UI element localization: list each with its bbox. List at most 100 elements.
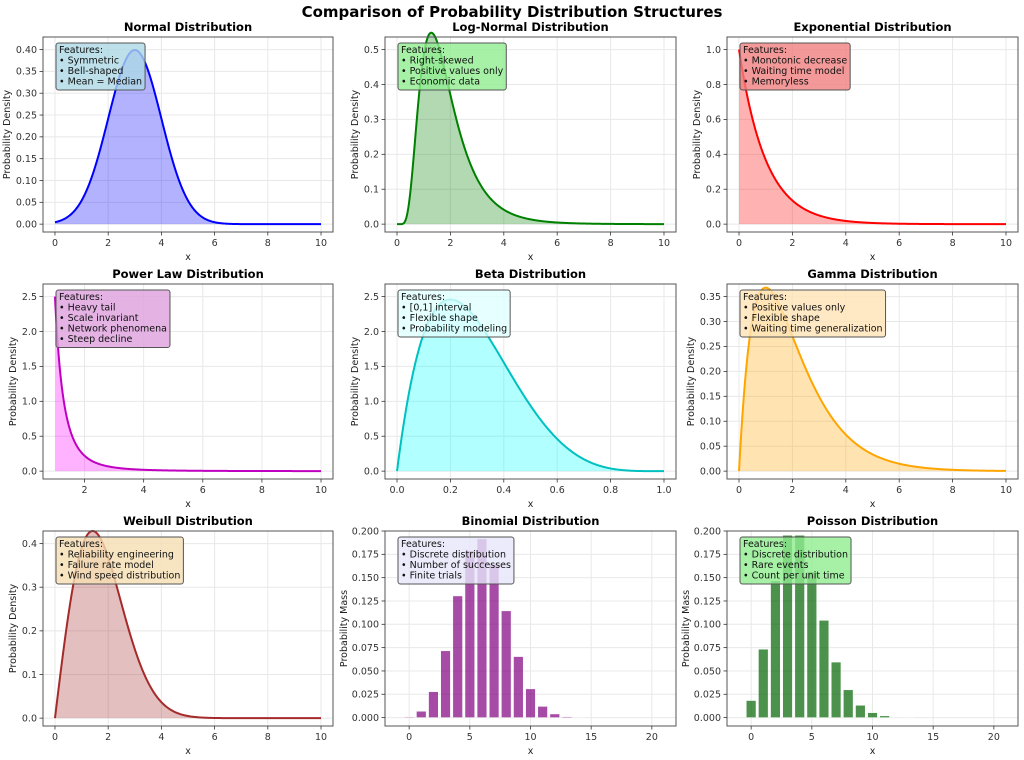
axes-frame [42, 530, 334, 727]
area-fill [739, 287, 1006, 472]
y-tick-label: 0.3 [22, 583, 37, 594]
annotation-box [739, 289, 887, 338]
y-tick-label: 0.125 [352, 596, 379, 607]
area-fill [397, 299, 664, 472]
annotation-box [397, 42, 507, 91]
annotation-line: Features: [743, 45, 787, 56]
x-tick-label: 10 [524, 732, 536, 743]
annotation-line: Features: [401, 292, 445, 303]
subplot-powerlaw: 2 4 6 8 10 0.0 0.5 1.0 1.5 2.0 2.5 x Probability Den… [8, 267, 334, 510]
annotation-line: • Rare events [743, 560, 808, 571]
bar [513, 656, 524, 718]
y-tick-label: 0.075 [352, 643, 379, 654]
bar [830, 661, 842, 718]
x-tick-label: 4 [843, 485, 849, 496]
x-axis-label: x [185, 499, 191, 510]
annotation-box [55, 536, 184, 585]
x-tick-label: 4 [158, 732, 164, 743]
bar [818, 620, 830, 718]
subplot-title: Power Law Distribution [112, 267, 264, 281]
annotation-line: • [0,1] interval [401, 303, 471, 314]
y-tick-label: 1.5 [364, 362, 379, 373]
x-axis-label: x [870, 499, 876, 510]
subplot-title: Weibull Distribution [123, 514, 253, 528]
x-tick-label: 2 [105, 732, 111, 743]
y-tick-label: 0.150 [352, 573, 379, 584]
axes-frame [42, 283, 334, 480]
x-tick-label: 6 [212, 732, 218, 743]
bar [452, 595, 463, 718]
annotation-line: • Heavy tail [59, 303, 116, 314]
subplot-gamma: 0 2 4 6 8 10 0.00 0.05 0.10 0.15 0.20 0.25 0.30 0.35 x… [686, 267, 1019, 510]
bar [843, 689, 854, 718]
y-tick-label: 0.6 [706, 115, 721, 126]
y-tick-label: 0.30 [700, 317, 721, 328]
bar [879, 715, 890, 718]
annotation-line: • Scale invariant [59, 313, 139, 324]
subplot-title: Beta Distribution [475, 267, 586, 281]
y-tick-label: 0.4 [364, 80, 379, 91]
y-axis-label: Probability Density [350, 89, 361, 179]
y-tick-label: 0.0 [364, 219, 379, 230]
annotation-line: • Flexible shape [743, 313, 820, 324]
y-tick-label: 1.0 [22, 397, 37, 408]
annotation-line: • Number of successes [401, 560, 511, 571]
annotation-line: • Mean = Median [59, 77, 142, 88]
y-tick-label: 0.025 [352, 690, 379, 701]
annotation-line: • Economic data [401, 77, 480, 88]
y-tick-label: 0.40 [16, 45, 37, 56]
x-axis-label: x [870, 252, 876, 263]
y-axis-label: Probability Density [350, 336, 361, 426]
y-tick-label: 0.2 [706, 185, 721, 196]
x-tick-label: 15 [927, 732, 939, 743]
x-tick-label: 0 [736, 238, 742, 249]
figure-title: Comparison of Probability Distribution S… [301, 3, 723, 21]
axes-frame [726, 36, 1019, 233]
y-tick-label: 0.100 [694, 620, 721, 631]
bar [488, 564, 500, 718]
annotation-line: • Reliability engineering [59, 550, 174, 561]
y-tick-label: 0.4 [706, 150, 721, 161]
x-tick-label: 8 [259, 485, 265, 496]
y-tick-label: 0.175 [352, 550, 379, 561]
x-tick-label: 0 [748, 732, 754, 743]
features-annotation: Features:• Symmetric• Bell-shaped• Mean … [55, 42, 146, 91]
annotation-line: • Positive values only [401, 66, 504, 77]
annotation-box [55, 42, 146, 91]
bar [806, 571, 817, 718]
annotation-line: • Probability modeling [401, 324, 507, 335]
annotation-line: • Symmetric [59, 56, 119, 67]
density-line [54, 49, 322, 226]
subplot-exponential: 0 2 4 6 8 10 0.0 0.2 0.4 0.6 0.8 1.0 x Probability De… [692, 20, 1019, 263]
y-tick-label: 0.000 [694, 713, 721, 724]
y-tick-label: 0.15 [700, 392, 721, 403]
subplot-normal: 0 2 4 6 8 10 0.00 0.05 0.10 0.15 0.20 0.25 0.30 0.35 0… [2, 20, 334, 263]
subplot-title: Normal Distribution [124, 20, 252, 34]
bar [794, 535, 805, 718]
annotation-line: • Bell-shaped [59, 66, 123, 77]
x-tick-label: 2 [789, 485, 795, 496]
x-tick-label: 8 [950, 238, 956, 249]
subplot-weibull: 0 2 4 6 8 10 0.0 0.1 0.2 0.3 0.4 x Probability Densi… [8, 514, 334, 757]
y-tick-label: 0.025 [694, 690, 721, 701]
x-tick-label: 0 [52, 732, 58, 743]
y-tick-label: 0.2 [364, 150, 379, 161]
bar [855, 705, 866, 718]
y-tick-label: 0.05 [700, 442, 721, 453]
annotation-line: • Discrete distribution [743, 550, 848, 561]
subplot-lognormal: 0 2 4 6 8 10 0.0 0.1 0.2 0.3 0.4 0.5 x Probability De… [350, 20, 677, 263]
x-tick-label: 0.8 [603, 485, 618, 496]
y-tick-label: 0.4 [22, 539, 37, 550]
area-fill [54, 530, 322, 719]
y-tick-label: 0.5 [364, 45, 379, 56]
annotation-line: • Flexible shape [401, 313, 478, 324]
bar [428, 691, 439, 718]
x-tick-label: 8 [265, 732, 271, 743]
x-axis-label: x [870, 746, 876, 757]
y-tick-label: 1.0 [364, 397, 379, 408]
y-tick-label: 0.0 [706, 219, 721, 230]
subplot-title: Exponential Distribution [793, 20, 951, 34]
annotation-line: • Right-skewed [401, 56, 474, 67]
x-tick-label: 6 [896, 238, 902, 249]
y-tick-label: 0.3 [364, 115, 379, 126]
